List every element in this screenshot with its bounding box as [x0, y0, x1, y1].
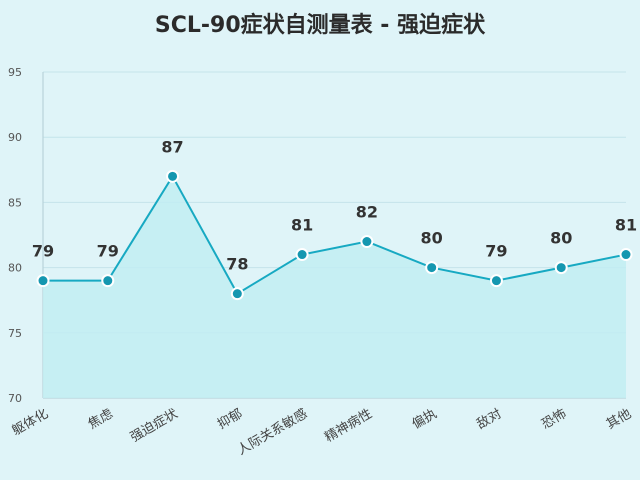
x-tick-label: 偏执 — [410, 406, 440, 432]
y-tick-label: 95 — [8, 66, 22, 79]
x-tick-label: 强迫症状 — [128, 406, 181, 445]
data-point — [230, 287, 244, 301]
x-tick-label: 恐怖 — [539, 406, 570, 433]
data-label: 79 — [485, 242, 507, 261]
data-label: 82 — [356, 203, 378, 222]
x-tick-label: 焦虑 — [86, 406, 116, 432]
chart-title: SCL-90症状自测量表 - 强迫症状 — [155, 12, 486, 38]
data-label: 87 — [161, 137, 183, 156]
data-point — [166, 169, 180, 183]
marker-layer — [36, 169, 633, 301]
x-tick-label: 精神病性 — [322, 406, 375, 445]
y-tick-label: 75 — [8, 327, 22, 340]
x-tick-label: 躯体化 — [9, 406, 51, 439]
x-tick-label: 其他 — [604, 406, 634, 432]
data-point — [489, 274, 503, 288]
series-line — [43, 174, 627, 296]
area-fill — [43, 176, 626, 398]
data-label: 79 — [32, 242, 54, 261]
data-label: 78 — [226, 255, 248, 274]
data-point — [295, 248, 309, 262]
data-label: 81 — [291, 216, 313, 235]
data-label: 81 — [615, 216, 637, 235]
data-point — [554, 261, 568, 275]
data-point — [360, 235, 374, 249]
data-label: 79 — [97, 242, 119, 261]
y-tick-label: 85 — [8, 196, 22, 209]
y-tick-label: 80 — [8, 262, 22, 275]
x-tick-label: 人际关系敏感 — [235, 406, 311, 459]
y-axis-ticks: 70 75 80 85 90 95 — [8, 66, 22, 405]
x-tick-label: 敌对 — [474, 406, 504, 432]
label-layer: 79 79 87 78 81 82 80 79 80 81 — [32, 137, 637, 273]
data-point — [619, 248, 633, 262]
data-label: 80 — [550, 229, 572, 248]
y-tick-label: 90 — [8, 131, 22, 144]
x-tick-label: 抑郁 — [215, 406, 245, 432]
data-point — [101, 274, 115, 288]
y-tick-label: 70 — [8, 392, 22, 405]
data-point — [36, 274, 50, 288]
area-layer — [43, 174, 627, 398]
data-point — [425, 261, 439, 275]
data-label: 80 — [421, 229, 443, 248]
